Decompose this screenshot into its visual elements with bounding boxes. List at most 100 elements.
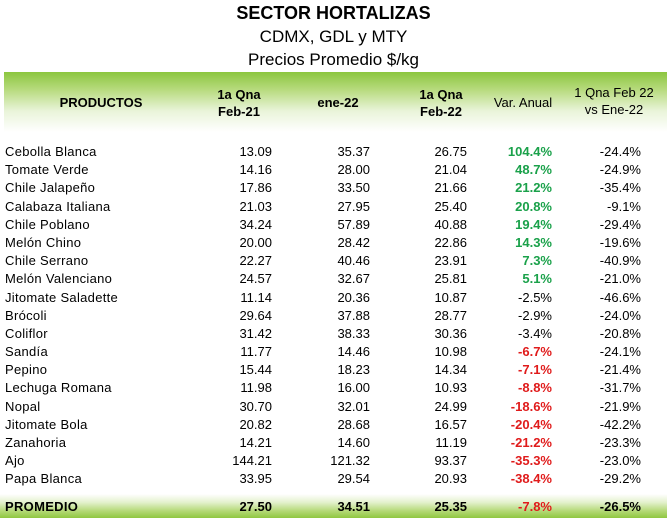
table-row: Cebolla Blanca 13.09 35.37 26.75 104.4% -24.4… <box>0 143 667 161</box>
price-ene22: 14.46 <box>337 344 370 360</box>
price-feb22: 10.87 <box>434 289 467 305</box>
var-anual: -6.7% <box>518 344 552 360</box>
table-row: Melón Chino 20.00 28.42 22.86 14.3% -19.6% <box>0 234 667 252</box>
price-feb22: 26.75 <box>434 144 467 159</box>
var-anual: 20.8% <box>515 198 552 214</box>
report-title: SECTOR HORTALIZAS <box>236 3 431 23</box>
price-feb21: 20.00 <box>239 234 272 250</box>
table-row: Pepino 15.44 18.23 14.34 -7.1% -21.4% <box>0 361 667 379</box>
report-titles: SECTOR HORTALIZAS CDMX, GDL y MTY Precio… <box>0 0 667 71</box>
vs-ene22: -21.9% <box>599 398 641 414</box>
product-name: Melón Valenciano <box>5 271 113 287</box>
vs-ene22: -29.2% <box>599 471 641 487</box>
table-row: Melón Valenciano 24.57 32.67 25.81 5.1% -21.0… <box>0 270 667 288</box>
product-name: Sandía <box>5 344 49 360</box>
price-feb22: 93.37 <box>434 453 467 469</box>
price-ene22: 40.46 <box>337 253 370 269</box>
product-name: Chile Poblano <box>5 216 90 232</box>
price-feb22: 23.91 <box>434 253 467 269</box>
var-anual: -35.3% <box>510 453 552 469</box>
product-name: Chile Jalapeño <box>5 180 96 196</box>
price-ene22: 29.54 <box>337 471 370 487</box>
table-body: Cebolla Blanca 13.09 35.37 26.75 104.4% -24.4… <box>0 143 667 489</box>
var-anual: 7.3% <box>522 253 552 269</box>
price-ene22: 121.32 <box>330 453 370 469</box>
product-name: Jitomate Bola <box>5 416 88 432</box>
table-row: Jitomate Bola 20.82 28.68 16.57 -20.4% -42.2% <box>0 416 667 434</box>
price-feb21: 11.98 <box>240 380 272 396</box>
product-name: Tomate Verde <box>5 162 89 178</box>
price-feb21: 11.14 <box>240 289 272 305</box>
var-anual: -7.1% <box>518 362 552 378</box>
price-ene22: 28.42 <box>337 234 370 250</box>
price-feb21: 17.86 <box>239 180 272 196</box>
footer-var-anual: -7.8% <box>518 499 552 514</box>
var-anual: 104.4% <box>507 144 552 159</box>
product-name: Papa Blanca <box>5 471 83 487</box>
price-feb22: 40.88 <box>434 216 467 232</box>
price-feb22: 22.86 <box>434 234 467 250</box>
price-feb22: 11.19 <box>435 435 467 450</box>
price-ene22: 33.50 <box>337 180 370 196</box>
report-subtitle: CDMX, GDL y MTY <box>259 27 408 46</box>
price-feb21: 30.70 <box>239 398 272 414</box>
product-name: Jitomate Saladette <box>5 289 119 305</box>
price-feb22: 30.36 <box>434 325 467 341</box>
header-feb22-line1: 1a Qna <box>419 87 463 102</box>
vs-ene22: -24.1% <box>599 344 641 360</box>
table-row: Brócoli 29.64 37.88 28.77 -2.9% -24.0% <box>0 307 667 325</box>
table-row: Chile Poblano 34.24 57.89 40.88 19.4% -29.4% <box>0 216 667 234</box>
table-footer: PROMEDIO 27.50 34.51 25.35 -7.8% -26.5% <box>0 494 667 518</box>
product-name: Melón Chino <box>5 234 82 250</box>
vs-ene22: -20.8% <box>599 325 641 341</box>
product-name: Nopal <box>5 398 41 414</box>
price-ene22: 18.23 <box>337 362 370 378</box>
price-feb21: 13.09 <box>239 144 272 159</box>
price-ene22: 16.00 <box>337 380 370 396</box>
price-feb21: 11.77 <box>240 344 272 360</box>
table-row: Tomate Verde 14.16 28.00 21.04 48.7% -24.9% <box>0 161 667 179</box>
price-feb22: 24.99 <box>434 398 467 414</box>
price-ene22: 57.89 <box>337 216 370 232</box>
price-ene22: 35.37 <box>337 144 370 159</box>
price-feb21: 22.27 <box>239 253 272 269</box>
vs-ene22: -46.6% <box>599 289 641 305</box>
price-ene22: 37.88 <box>337 307 370 323</box>
table-row: Jitomate Saladette 11.14 20.36 10.87 -2.5% -4… <box>0 289 667 307</box>
var-anual: 48.7% <box>515 162 552 178</box>
table-row: Lechuga Romana 11.98 16.00 10.93 -8.8% -31.7% <box>0 379 667 397</box>
price-feb22: 25.81 <box>434 271 467 287</box>
price-feb22: 28.77 <box>434 307 467 323</box>
table-row: Nopal 30.70 32.01 24.99 -18.6% -21.9% <box>0 398 667 416</box>
price-feb22: 10.98 <box>434 344 467 360</box>
table-row: Sandía 11.77 14.46 10.98 -6.7% -24.1% <box>0 343 667 361</box>
price-feb21: 144.21 <box>232 453 272 469</box>
header-ene22: ene-22 <box>317 95 359 110</box>
price-ene22: 14.60 <box>337 435 370 450</box>
footer-feb22: 25.35 <box>434 499 467 514</box>
product-name: Calabaza Italiana <box>5 198 111 214</box>
price-feb22: 21.04 <box>434 162 467 178</box>
vs-ene22: -24.9% <box>599 162 641 178</box>
header-feb22-line2: Feb-22 <box>420 104 462 119</box>
header-productos: PRODUCTOS <box>59 95 143 110</box>
header-feb21-line1: 1a Qna <box>217 87 261 102</box>
footer-feb21: 27.50 <box>239 499 272 514</box>
price-ene22: 32.01 <box>337 398 370 414</box>
price-ene22: 28.00 <box>337 162 370 178</box>
footer-label: PROMEDIO <box>5 499 79 514</box>
var-anual: -3.4% <box>518 325 552 341</box>
price-feb21: 34.24 <box>239 216 272 232</box>
footer-vs-ene22: -26.5% <box>599 499 641 514</box>
price-feb21: 14.21 <box>239 435 272 450</box>
price-ene22: 28.68 <box>337 416 370 432</box>
var-anual: -2.5% <box>518 289 552 305</box>
table-header: PRODUCTOS 1a Qna Feb-21 ene-22 1a Qna Fe… <box>4 72 667 132</box>
header-vs-ene22: 1 Qna Feb 22 vs Ene-22 <box>564 84 664 118</box>
price-feb22: 14.34 <box>434 362 467 378</box>
var-anual: 21.2% <box>515 180 552 196</box>
table-row: Zanahoria 14.21 14.60 11.19 -21.2% -23.3% <box>0 434 667 452</box>
price-feb22: 25.40 <box>434 198 467 214</box>
price-feb21: 31.42 <box>239 325 272 341</box>
header-feb21: 1a Qna Feb-21 <box>194 86 284 120</box>
